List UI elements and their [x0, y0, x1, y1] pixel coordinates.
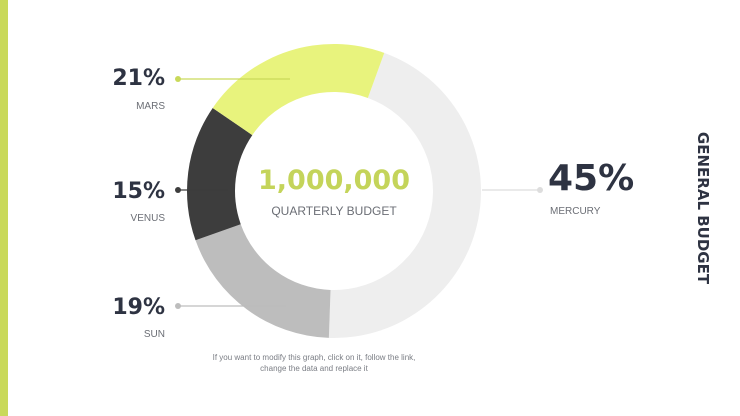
leader-dot-mercury: [537, 187, 543, 193]
leader-dot-sun: [175, 303, 181, 309]
instruction-note: If you want to modify this graph, click …: [212, 353, 416, 373]
venus-percent: 15%: [112, 179, 165, 204]
slice-venus[interactable]: [186, 107, 253, 241]
left-accent-bar: [0, 0, 8, 416]
center-value: 1,000,000: [257, 165, 411, 196]
vertical-title: GENERAL BUDGET: [694, 131, 712, 285]
sun-label: SUN: [143, 329, 165, 340]
leader-dot-mars: [175, 76, 181, 82]
mars-percent: 21%: [112, 66, 165, 91]
center-label: QUARTERLY BUDGET: [271, 204, 397, 218]
sun-percent: 19%: [112, 295, 165, 320]
slice-mars[interactable]: [212, 44, 385, 136]
venus-label: VENUS: [130, 213, 165, 224]
mercury-label: MERCURY: [550, 206, 601, 217]
mars-label: MARS: [136, 101, 165, 112]
leader-dot-venus: [175, 187, 181, 193]
mercury-percent: 45%: [548, 158, 635, 199]
slice-mercury[interactable]: [328, 52, 481, 339]
slice-sun[interactable]: [195, 224, 331, 338]
